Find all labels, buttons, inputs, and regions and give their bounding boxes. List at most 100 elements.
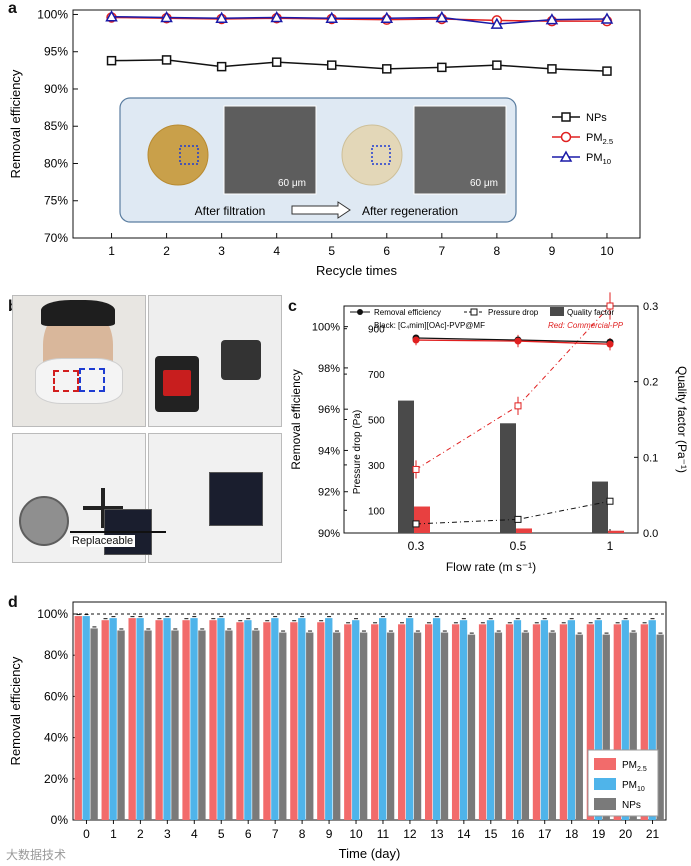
legend-swatch-quality <box>550 307 564 316</box>
bar <box>244 620 252 820</box>
x-tick-label: 5 <box>218 827 225 841</box>
bar-quality-black <box>592 481 608 533</box>
bar-quality-red <box>516 528 532 533</box>
inner-tick-label: 100 <box>368 506 385 517</box>
bar <box>640 624 648 820</box>
bar <box>101 620 109 820</box>
data-point <box>160 10 173 23</box>
x-axis-label: Time (day) <box>339 846 401 861</box>
data-point <box>600 12 614 24</box>
scale-bar-label-left: 60 μm <box>278 178 306 189</box>
bar <box>467 634 476 820</box>
data-point <box>435 10 449 23</box>
bar <box>440 632 449 820</box>
replaceable-arrow <box>70 531 166 533</box>
data-point <box>105 10 118 22</box>
right-tick-label: 0.0 <box>643 528 658 540</box>
data-point <box>437 62 447 73</box>
legend-marker <box>561 112 571 122</box>
coin-battery <box>19 496 69 546</box>
bar <box>505 624 514 820</box>
y-tick-label: 75% <box>44 194 68 208</box>
inset-caption-right: After regeneration <box>362 204 458 218</box>
bar-quality-red <box>414 506 430 533</box>
right-tick-label: 0.2 <box>643 377 658 389</box>
pressure-point-red <box>412 465 420 473</box>
left-tick-label: 92% <box>318 487 340 499</box>
bar <box>82 616 90 820</box>
efficiency-line-red <box>415 339 611 345</box>
watermark: 大数据技术 <box>6 848 67 862</box>
legend-label-efficiency: Removal efficiency <box>374 308 441 317</box>
inset-caption-left: After filtration <box>195 204 266 218</box>
bar-quality-red <box>608 530 624 533</box>
x-tick-label: 1 <box>607 539 614 553</box>
left-tick-label: 96% <box>318 404 340 416</box>
bar <box>494 632 503 820</box>
legend-label: PM10 <box>586 152 611 166</box>
inner-tick-label: 300 <box>368 461 385 472</box>
legend-label: PM2.5 <box>622 760 647 773</box>
y-tick-label: 100% <box>37 607 68 621</box>
bar <box>613 624 622 820</box>
right-tick-label: 0.3 <box>643 301 658 313</box>
x-tick-label: 9 <box>549 244 556 258</box>
bar <box>217 618 225 820</box>
bar <box>602 634 610 820</box>
bar <box>386 632 395 820</box>
bar <box>263 622 271 820</box>
efficiency-point-red <box>514 337 522 345</box>
bar <box>459 620 468 820</box>
bar <box>190 618 198 820</box>
bar <box>144 630 152 820</box>
replaceable-label: Replaceable <box>70 535 136 547</box>
data-point <box>326 60 337 70</box>
inner-tick-label: 500 <box>368 416 385 427</box>
legend-marker <box>560 131 572 143</box>
legend-label: NPs <box>622 800 641 811</box>
bar <box>379 618 387 820</box>
bar <box>163 618 171 820</box>
y-axis-label-right: Quality factor (Pa⁻¹) <box>675 366 689 473</box>
x-tick-label: 9 <box>326 827 333 841</box>
sponge-after <box>341 124 403 186</box>
bar <box>398 624 406 820</box>
y-tick-label: 80% <box>44 648 68 662</box>
x-tick-label: 17 <box>538 827 552 841</box>
x-tick-label: 15 <box>484 827 498 841</box>
bar <box>252 630 260 820</box>
bar <box>540 620 549 820</box>
data-point <box>325 11 339 23</box>
inner-tick-label: 700 <box>368 370 385 381</box>
bar <box>109 618 117 820</box>
bar <box>629 632 637 820</box>
x-tick-label: 20 <box>619 827 633 841</box>
data-point <box>547 64 557 74</box>
bar <box>136 618 144 820</box>
bar <box>586 624 595 820</box>
legend-marker-pressure <box>470 308 478 316</box>
y-tick-label: 95% <box>44 45 68 59</box>
zoom-box-after <box>371 145 391 165</box>
x-tick-label: 6 <box>383 244 390 258</box>
panel-label-a: a <box>8 0 17 17</box>
x-tick-label: 0.3 <box>408 539 425 553</box>
bar-quality-black <box>398 400 414 533</box>
bar <box>424 624 433 820</box>
bar <box>656 634 664 820</box>
x-tick-label: 1 <box>108 244 115 258</box>
bar <box>413 632 422 820</box>
chart-a-recycle: 70% 75% 80% 85% 90% 95% 100% 1 2 3 4 5 6 7 8 9 10 Recycle… <box>8 7 641 278</box>
inner-tick-label: 900 <box>368 325 385 336</box>
bar <box>548 632 556 820</box>
y-axis-label-left: Removal efficiency <box>289 369 303 470</box>
y-tick-label: 70% <box>44 231 68 245</box>
panel-b-photos: Replaceable <box>12 295 282 565</box>
bar <box>74 616 82 820</box>
y-axis-label: Removal efficiency <box>8 656 23 765</box>
chart-c-flowrate: 90% 92% 94% 96% 98% 100% 100 300 500 700 900 0.0 0.1… <box>289 292 689 574</box>
sem-after <box>413 105 507 195</box>
y-tick-label: 90% <box>44 82 68 96</box>
panel-label-c: c <box>288 298 297 315</box>
pressure-point-red <box>606 302 614 310</box>
